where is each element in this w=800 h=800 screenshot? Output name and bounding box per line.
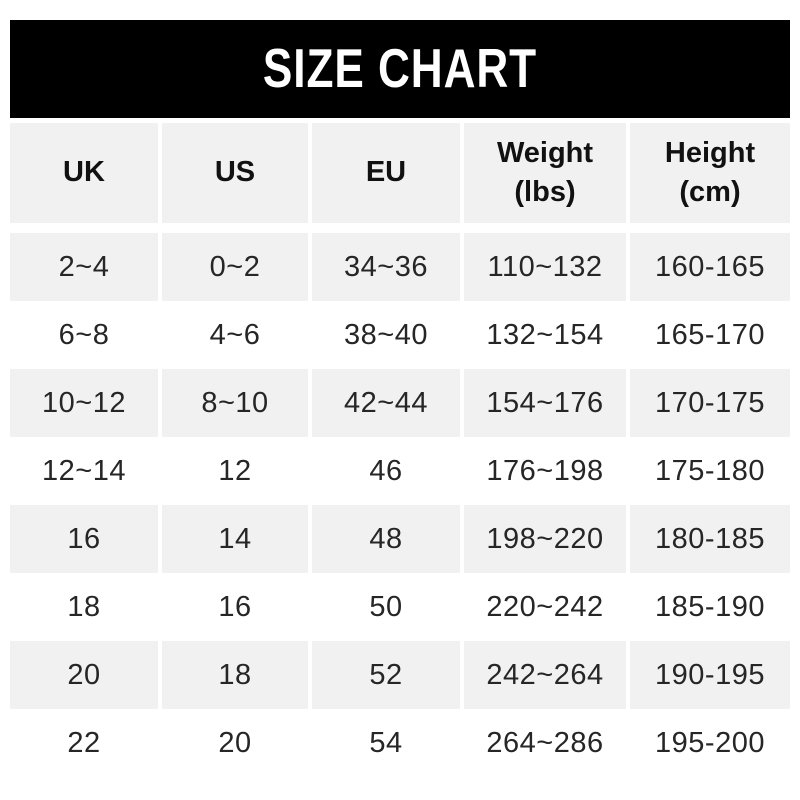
table-cell-weight: 154~176: [464, 369, 626, 437]
table-cell-uk: 2~4: [10, 233, 158, 301]
size-table: UK US EU Weight (lbs) Height (cm) 2~4 0: [10, 123, 790, 777]
table-cell-weight: 132~154: [464, 301, 626, 369]
table-cell-eu: 48: [312, 505, 460, 573]
table-cell-us: 18: [162, 641, 308, 709]
table-cell-eu: 52: [312, 641, 460, 709]
table-cell-height: 185-190: [630, 573, 790, 641]
table-cell-weight: 220~242: [464, 573, 626, 641]
column-header-label: UK: [63, 156, 105, 189]
column-header-label: Height: [664, 136, 756, 169]
column-header-us: US: [162, 123, 308, 223]
table-cell-us: 4~6: [162, 301, 308, 369]
table-cell-us: 8~10: [162, 369, 308, 437]
table-cell-eu: 38~40: [312, 301, 460, 369]
column-header-height: Height (cm): [630, 123, 790, 223]
table-cell-height: 195-200: [630, 709, 790, 777]
table-cell-weight: 198~220: [464, 505, 626, 573]
table-row: 18 16 50 220~242 185-190: [10, 573, 790, 641]
table-row: 12~14 12 46 176~198 175-180: [10, 437, 790, 505]
table-row: 16 14 48 198~220 180-185: [10, 505, 790, 573]
table-cell-uk: 20: [10, 641, 158, 709]
column-header-uk: UK: [10, 123, 158, 223]
column-header-label: Weight: [496, 136, 594, 169]
table-cell-weight: 242~264: [464, 641, 626, 709]
table-cell-us: 14: [162, 505, 308, 573]
table-cell-eu: 54: [312, 709, 460, 777]
table-cell-uk: 12~14: [10, 437, 158, 505]
table-cell-height: 180-185: [630, 505, 790, 573]
table-cell-weight: 110~132: [464, 233, 626, 301]
size-chart-banner: SIZE CHART: [10, 20, 790, 118]
table-header-row: UK US EU Weight (lbs) Height (cm): [10, 123, 790, 223]
table-cell-eu: 42~44: [312, 369, 460, 437]
table-cell-us: 16: [162, 573, 308, 641]
table-row: 10~12 8~10 42~44 154~176 170-175: [10, 369, 790, 437]
table-cell-height: 170-175: [630, 369, 790, 437]
table-cell-us: 0~2: [162, 233, 308, 301]
table-cell-uk: 16: [10, 505, 158, 573]
table-cell-weight: 176~198: [464, 437, 626, 505]
column-header-weight: Weight (lbs): [464, 123, 626, 223]
size-chart-title: SIZE CHART: [262, 38, 538, 100]
table-row: 22 20 54 264~286 195-200: [10, 709, 790, 777]
table-cell-height: 190-195: [630, 641, 790, 709]
column-header-eu: EU: [312, 123, 460, 223]
column-header-sublabel: (cm): [679, 176, 741, 208]
column-header-label: US: [214, 156, 256, 189]
table-cell-uk: 18: [10, 573, 158, 641]
table-cell-uk: 10~12: [10, 369, 158, 437]
table-cell-us: 20: [162, 709, 308, 777]
table-cell-height: 165-170: [630, 301, 790, 369]
table-cell-uk: 6~8: [10, 301, 158, 369]
table-cell-uk: 22: [10, 709, 158, 777]
table-row: 2~4 0~2 34~36 110~132 160-165: [10, 233, 790, 301]
table-cell-eu: 46: [312, 437, 460, 505]
column-header-label: EU: [365, 156, 407, 189]
column-header-sublabel: (lbs): [514, 176, 576, 208]
table-cell-height: 160-165: [630, 233, 790, 301]
table-row: 6~8 4~6 38~40 132~154 165-170: [10, 301, 790, 369]
table-cell-eu: 34~36: [312, 233, 460, 301]
table-row: 20 18 52 242~264 190-195: [10, 641, 790, 709]
table-cell-us: 12: [162, 437, 308, 505]
table-cell-weight: 264~286: [464, 709, 626, 777]
table-cell-height: 175-180: [630, 437, 790, 505]
table-cell-eu: 50: [312, 573, 460, 641]
